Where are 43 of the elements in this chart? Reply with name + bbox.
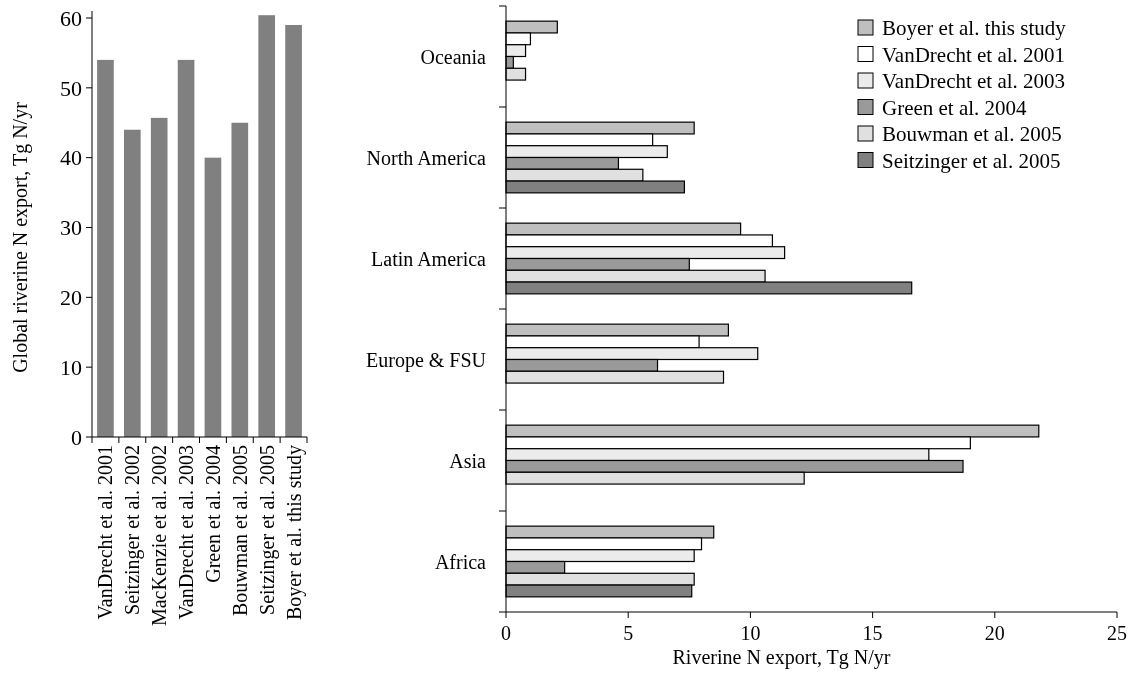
y-tick-label: 10 [60, 354, 82, 380]
legend-label: Seitzinger et al. 2005 [882, 148, 1061, 173]
legend-label: Boyer et al. this study [882, 16, 1067, 41]
x-tick-label: 10 [740, 622, 761, 644]
x-tick-label: Boyer et al. this study [282, 445, 306, 620]
legend-label: VanDrecht et al. 2001 [882, 42, 1066, 67]
x-tick-label: 25 [1107, 622, 1127, 644]
bar [231, 122, 249, 437]
x-axis-title: Riverine N export, Tg N/yr [672, 646, 891, 669]
x-tick-label: MacKenzie et al. 2002 [148, 445, 171, 627]
bar [204, 157, 222, 437]
legend-label: VanDrecht et al. 2003 [882, 69, 1066, 94]
x-tick-label: VanDrecht et al. 2001 [94, 445, 117, 620]
y-tick-label: 40 [60, 145, 82, 171]
x-tick-label: 5 [623, 622, 634, 644]
y-tick-label: Oceania [420, 45, 487, 68]
y-tick-label: 60 [60, 5, 82, 31]
y-tick-label: Latin America [371, 247, 487, 270]
x-tick-label: VanDrecht et al. 2003 [175, 445, 198, 620]
y-tick-label: Europe & FSU [366, 348, 487, 372]
bar [150, 117, 168, 437]
y-tick-label: Africa [434, 550, 487, 573]
bar [285, 24, 302, 437]
x-tick-label: Green et al. 2004 [201, 445, 224, 583]
legend-label: Green et al. 2004 [882, 95, 1028, 120]
bar [177, 59, 195, 437]
x-tick-label: Seitzinger et al. 2002 [121, 445, 145, 615]
bar [258, 15, 276, 437]
bar [123, 129, 141, 437]
x-tick-label: Bouwman et al. 2005 [228, 445, 251, 617]
y-tick-label: North America [366, 146, 487, 169]
y-tick-label: Asia [449, 449, 487, 472]
y-tick-label: 0 [71, 424, 82, 450]
x-tick-label: Seitzinger et al. 2005 [255, 445, 279, 615]
x-tick-label: 15 [862, 622, 883, 644]
y-tick-label: 30 [60, 215, 82, 241]
y-tick-label: 20 [60, 285, 82, 311]
y-tick-label: 50 [60, 75, 82, 101]
y-axis-title: Global riverine N export, Tg N/yr [9, 101, 32, 373]
x-tick-label: 20 [984, 622, 1005, 644]
bar [97, 59, 114, 437]
legend-label: Bouwman et al. 2005 [882, 122, 1062, 147]
x-tick-label: 0 [501, 622, 511, 644]
